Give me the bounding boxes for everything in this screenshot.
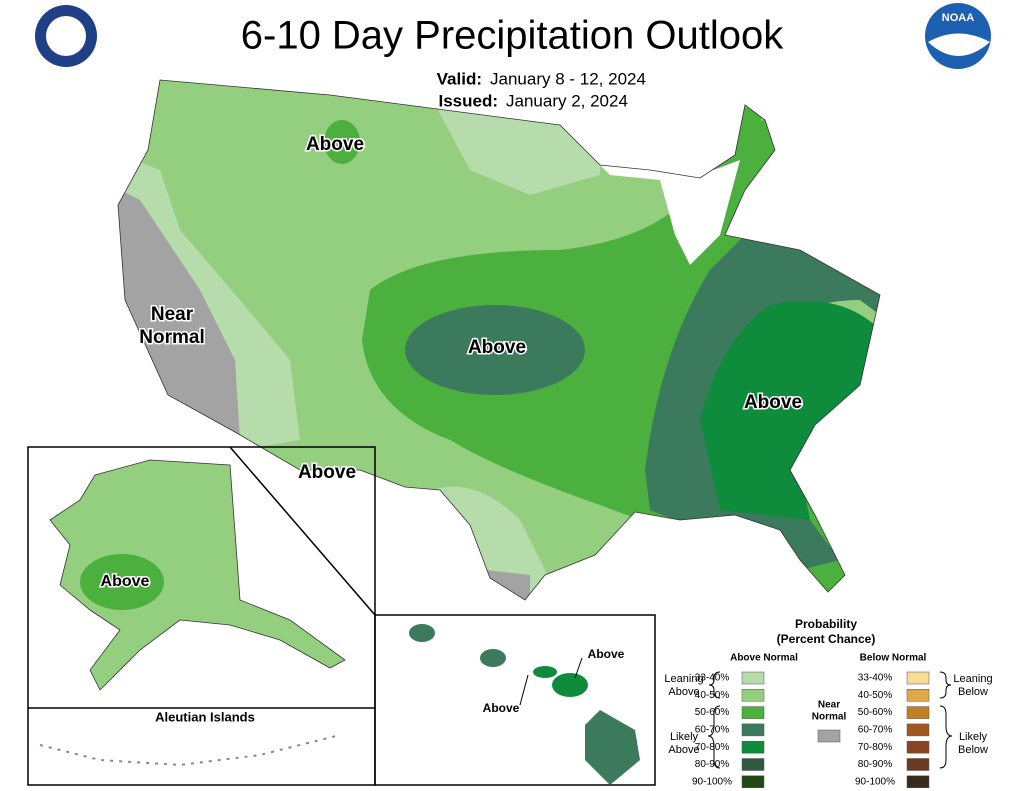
map-label: Normal: [139, 327, 204, 348]
legend-swatch: [906, 671, 930, 685]
issued-date: January 2, 2024: [506, 91, 628, 110]
legend-swatch: [906, 758, 930, 771]
legend-swatch: [906, 689, 930, 702]
alaska: [50, 460, 345, 690]
legend-swatch: [906, 723, 930, 737]
inset-label: Aleutian Islands: [155, 709, 255, 724]
legend-range: 50-60%: [858, 707, 893, 718]
zone-60-70: [405, 305, 585, 395]
group-label: Leaning: [953, 673, 992, 685]
valid-dates: January 8 - 12, 2024: [490, 69, 646, 88]
legend-range: 33-40%: [858, 673, 893, 684]
map-label: Above: [483, 701, 520, 715]
legend-swatch: [741, 758, 765, 771]
legend-range: 60-70%: [695, 725, 730, 736]
issued-label: Issued:: [438, 91, 498, 110]
group-label: Above: [668, 686, 699, 698]
legend-swatch: [741, 723, 765, 737]
legend-swatch: [741, 740, 765, 754]
legend-range: 80-90%: [695, 759, 730, 770]
legend-range: 33-40%: [695, 673, 730, 684]
valid-label: Valid:: [437, 69, 482, 88]
group-label: Above: [668, 744, 699, 756]
legend: Probability (Percent Chance) Above Norma…: [664, 617, 993, 789]
legend-range: 40-50%: [858, 690, 893, 701]
island: [533, 666, 557, 678]
legend-title: Probability: [795, 617, 857, 631]
island: [409, 624, 435, 642]
zone-near-normal: [480, 570, 530, 600]
map-label: Above: [101, 573, 150, 590]
group-label: Below: [958, 744, 988, 756]
group-label: Below: [958, 686, 988, 698]
leader: [519, 674, 529, 706]
legend-swatch: [906, 706, 930, 719]
legend-range: 40-50%: [695, 690, 730, 701]
zone-near-normal: [118, 180, 240, 440]
legend-range: 80-90%: [858, 759, 893, 770]
legend-heading: Above Normal: [730, 653, 798, 664]
map-label: Above: [468, 337, 526, 358]
title: 6-10 Day Precipitation Outlook: [241, 14, 785, 58]
legend-swatch: [741, 689, 765, 702]
group-label: Leaning: [664, 673, 703, 685]
near-normal-swatch: [817, 729, 841, 743]
legend-swatch: [906, 775, 930, 789]
legend-range: 60-70%: [858, 725, 893, 736]
legend-range: 90-100%: [692, 776, 732, 787]
island: [585, 710, 640, 785]
hawaii-frame: [374, 614, 656, 786]
zone-50-60: [80, 554, 164, 610]
legend-swatch: [741, 671, 765, 685]
noaa-text: NOAA: [942, 12, 974, 24]
aleutian-islands: [39, 734, 341, 767]
island: [480, 649, 506, 667]
noaa-gull: [928, 33, 990, 56]
legend-swatch: [741, 775, 765, 789]
inset-border: [229, 446, 376, 616]
legend-range: 90-100%: [855, 776, 895, 787]
commerce-seal-center: [46, 16, 86, 56]
legend-title: (Percent Chance): [777, 632, 876, 646]
zone-50-60: [324, 120, 360, 164]
legend-heading: Below Normal: [860, 653, 927, 664]
legend-swatch: [741, 706, 765, 719]
island: [552, 673, 588, 697]
map-label: Above: [588, 647, 625, 661]
great-lakes: [560, 125, 740, 265]
group-label: Likely: [959, 731, 988, 743]
brackets: [707, 671, 953, 769]
legend-swatch: [906, 740, 930, 754]
map-label: Above: [744, 392, 802, 413]
map-label: Above: [306, 134, 364, 155]
legend-range: 50-60%: [695, 707, 730, 718]
legend-range: 70-80%: [695, 742, 730, 753]
near-normal-label: Normal: [812, 712, 847, 723]
map-label: Above: [298, 462, 356, 483]
zone-70-80: [700, 300, 880, 520]
map-label: Near: [151, 304, 194, 325]
leader: [574, 657, 583, 679]
legend-range: 70-80%: [858, 742, 893, 753]
near-normal-label: Near: [818, 700, 840, 711]
group-label: Likely: [670, 731, 699, 743]
